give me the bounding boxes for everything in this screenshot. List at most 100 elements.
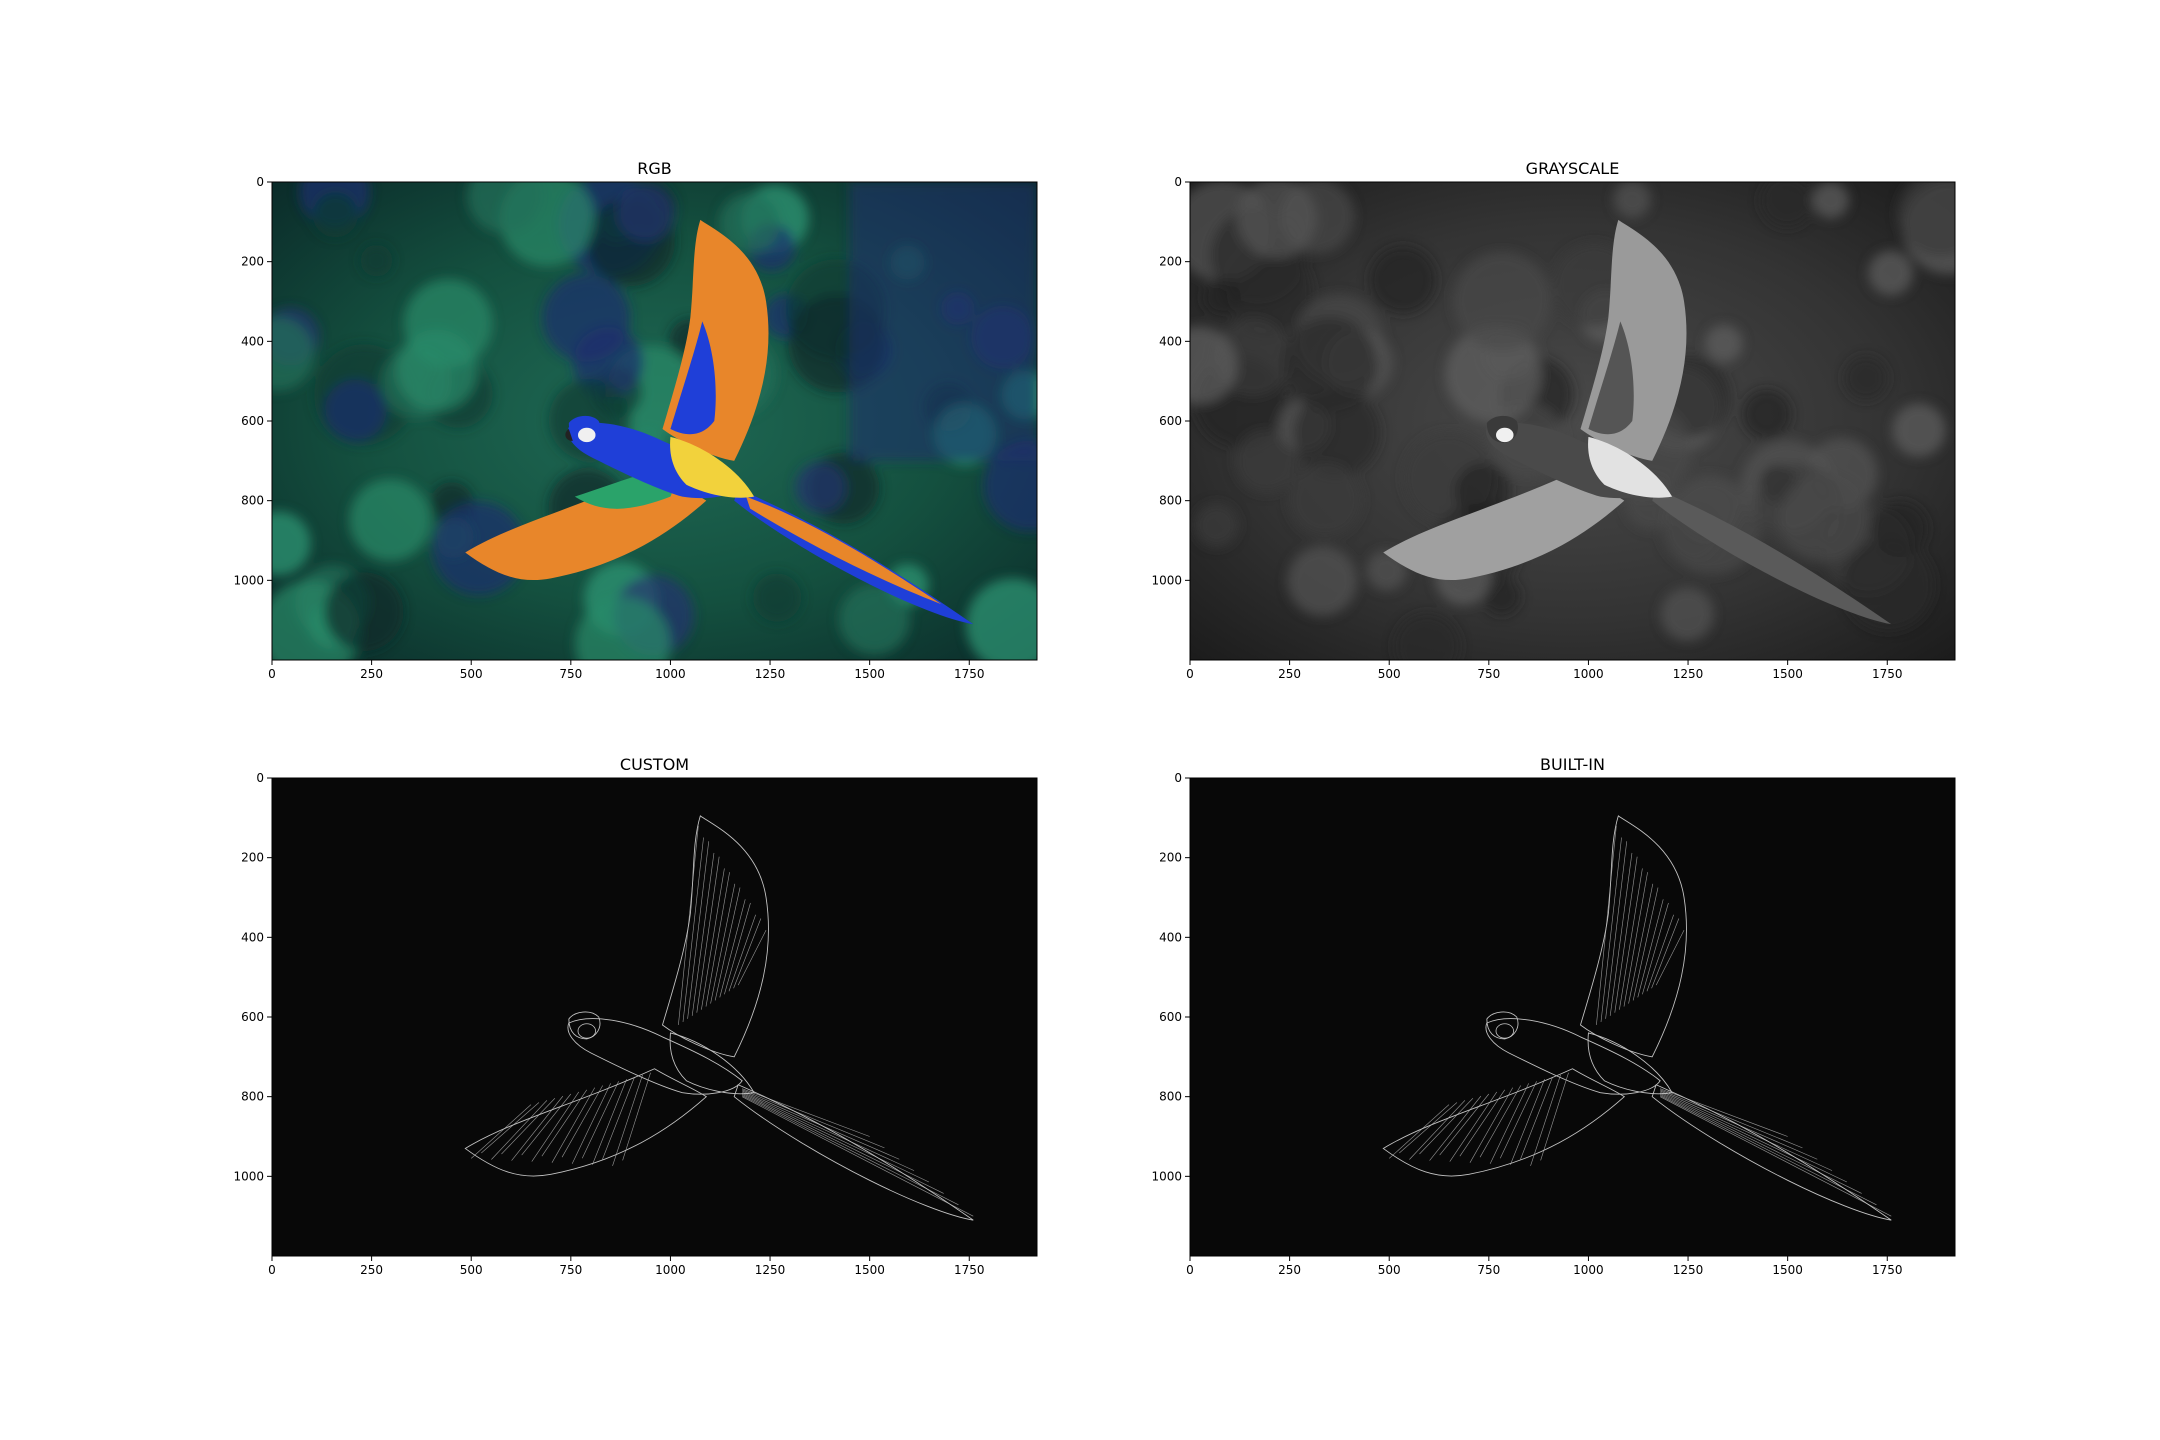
feather-line [1660, 1096, 1892, 1217]
feather-line [531, 1091, 580, 1162]
y-tick-label: 800 [241, 1090, 264, 1104]
x-tick-label: 750 [1477, 667, 1500, 681]
face-edge [577, 1023, 596, 1039]
feather-line [1605, 841, 1628, 1019]
image-area [1190, 182, 1955, 660]
feather-line [1479, 1085, 1521, 1158]
feather-line [742, 1096, 974, 1217]
edge-head [1486, 1011, 1519, 1040]
x-tick-label: 1750 [1872, 1263, 1903, 1277]
feather-line [1439, 1093, 1490, 1156]
x-tick-label: 250 [1278, 667, 1301, 681]
feather-line [481, 1102, 540, 1154]
x-tick-label: 1750 [1872, 667, 1903, 681]
feather-line [1660, 1094, 1862, 1194]
feather-line [705, 872, 730, 1007]
feather-line [1660, 1095, 1877, 1206]
x-tick-label: 1750 [954, 667, 985, 681]
edge-head [568, 1011, 601, 1040]
feather-line [581, 1081, 619, 1159]
x-tick-label: 750 [559, 1263, 582, 1277]
feather-line [1469, 1087, 1514, 1163]
feather-line [742, 1088, 870, 1137]
feather-line [1520, 1076, 1553, 1160]
feather-line [1646, 914, 1674, 992]
x-tick-label: 1250 [1673, 1263, 1704, 1277]
panel-built-in: BUILT-IN 0 250 500 750 1000 1250 1500 1750 0 200 40… [1151, 755, 1956, 1277]
feather-line [687, 841, 710, 1019]
y-tick-label: 200 [1159, 851, 1182, 865]
feather-line [1600, 837, 1622, 1022]
feather-line [1651, 918, 1680, 989]
panel-title: CUSTOM [620, 755, 689, 774]
y-tick-label: 1000 [233, 573, 264, 587]
feather-line [1660, 1090, 1818, 1160]
feather-line [541, 1089, 588, 1157]
x-tick-label: 500 [460, 667, 483, 681]
y-tick-label: 400 [241, 334, 264, 348]
feather-line [1596, 825, 1617, 1025]
feather-line [511, 1095, 564, 1161]
feather-line [1637, 899, 1664, 998]
x-tick-label: 1250 [755, 1263, 786, 1277]
feather-line [521, 1093, 572, 1156]
image-area [272, 778, 1037, 1256]
feather-line [551, 1087, 596, 1163]
x-tick-label: 1500 [1772, 667, 1803, 681]
x-tick-label: 0 [268, 667, 276, 681]
background [272, 778, 1037, 1256]
feather-edges [1389, 825, 1892, 1217]
x-tick-label: 1000 [655, 667, 686, 681]
image-area [272, 182, 1037, 660]
feather-line [724, 902, 751, 995]
y-tick-label: 1000 [1151, 1169, 1182, 1183]
face-patch [1496, 427, 1514, 443]
feather-line [737, 930, 767, 986]
feather-line [501, 1098, 556, 1155]
feather-line [682, 837, 704, 1022]
y-tick-label: 200 [241, 255, 264, 269]
parrot [465, 219, 974, 625]
feather-line [1530, 1074, 1561, 1166]
beak [565, 428, 573, 441]
feather-line [1623, 872, 1648, 1007]
panel-title: GRAYSCALE [1526, 159, 1620, 178]
feather-line [1632, 887, 1659, 1001]
panel-title: BUILT-IN [1540, 755, 1605, 774]
feather-line [1655, 930, 1685, 986]
feather-line [714, 887, 741, 1001]
edge-belly [669, 1032, 755, 1095]
edge-body [567, 1018, 743, 1095]
feather-line [1609, 852, 1633, 1016]
x-tick-label: 750 [1477, 1263, 1500, 1277]
y-tick-label: 0 [1174, 771, 1182, 785]
y-tick-label: 1000 [233, 1169, 264, 1183]
feather-line [612, 1074, 643, 1166]
feather-line [742, 1089, 885, 1149]
feather-line [1449, 1091, 1498, 1162]
feather-line [1419, 1098, 1474, 1155]
y-tick-label: 0 [256, 175, 264, 189]
x-tick-label: 500 [460, 1263, 483, 1277]
y-tick-label: 0 [1174, 175, 1182, 189]
upper-wing-dark [1588, 321, 1634, 435]
feather-line [1540, 1072, 1569, 1161]
tail [1652, 488, 1892, 625]
x-tick-label: 1500 [854, 1263, 885, 1277]
lower-wing [1383, 472, 1625, 581]
feather-line [710, 883, 736, 1004]
feather-line [742, 1094, 944, 1194]
y-tick-label: 200 [1159, 255, 1182, 269]
panel-title: RGB [637, 159, 672, 178]
feather-line [1660, 1092, 1847, 1183]
feather-line [1619, 868, 1643, 1010]
x-tick-label: 250 [360, 1263, 383, 1277]
x-tick-label: 1250 [1673, 667, 1704, 681]
edge-belly [1587, 1032, 1673, 1095]
x-tick-label: 1750 [954, 1263, 985, 1277]
feather-line [1499, 1081, 1537, 1159]
feather-line [1489, 1083, 1529, 1164]
feather-edges [471, 825, 974, 1217]
feather-line [1642, 902, 1669, 995]
